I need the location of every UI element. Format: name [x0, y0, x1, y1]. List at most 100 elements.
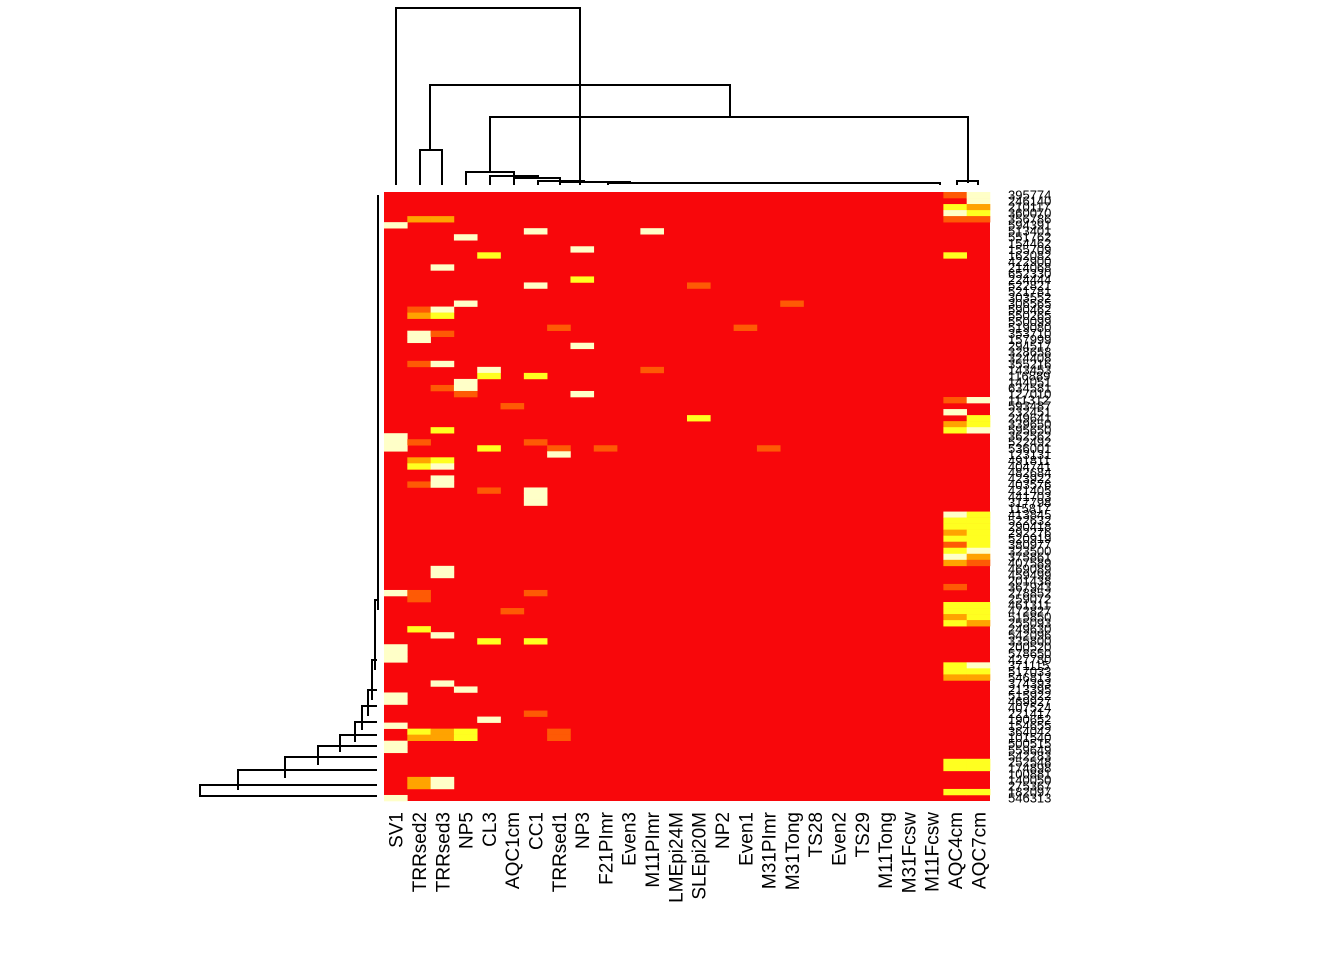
- heatmap-cell: [943, 252, 967, 259]
- row-label: 249630: [1008, 622, 1051, 637]
- heatmap-cell: [523, 638, 548, 645]
- column-dendrogram-link: [489, 116, 969, 183]
- heatmap-cell: [407, 457, 431, 464]
- heatmap-cell: [453, 378, 478, 386]
- heatmap-cell: [523, 487, 548, 494]
- heatmap-cell: [943, 216, 967, 223]
- row-label: 111312: [1008, 393, 1049, 408]
- row-label: 550099: [1008, 314, 1051, 329]
- heatmap-cell: [384, 445, 408, 452]
- heatmap-cell: [640, 228, 664, 235]
- heatmap-cell: [407, 463, 431, 470]
- row-label: 355216: [1008, 356, 1051, 371]
- heatmap-cell: [477, 716, 501, 723]
- heatmap-cell: [523, 710, 548, 717]
- row-label: 100881: [1008, 766, 1051, 781]
- row-label: 542096: [1008, 628, 1051, 643]
- column-label: F21PImr: [596, 811, 617, 885]
- heatmap-cell: [407, 439, 431, 446]
- heatmap-cell: [407, 776, 431, 784]
- row-label: 246140: [1008, 194, 1051, 209]
- row-label: 371115: [1008, 658, 1049, 673]
- heatmap-cell: [430, 632, 455, 639]
- heatmap-cell: [943, 421, 967, 428]
- heatmap-cell: [430, 728, 455, 735]
- heatmap-cell: [966, 602, 991, 609]
- row-label: 469089: [1008, 561, 1051, 576]
- row-label: 157999: [1008, 332, 1051, 347]
- heatmap-cell: [407, 216, 431, 223]
- heatmap-cell: [453, 390, 478, 398]
- heatmap-cell: [407, 728, 431, 735]
- row-label: 364042: [1008, 724, 1051, 739]
- row-dendrogram-link: [199, 784, 377, 797]
- heatmap-cell: [523, 499, 548, 506]
- row-label: 214068: [1008, 260, 1051, 275]
- row-dendrogram-link: [374, 599, 377, 670]
- heatmap-cell: [687, 415, 711, 422]
- heatmap-cell: [943, 427, 967, 434]
- heatmap-cell: [453, 300, 478, 307]
- row-label: 303552: [1008, 290, 1051, 305]
- row-label: 546313: [1008, 790, 1051, 805]
- heatmap-cell: [407, 330, 431, 338]
- row-label: 275367: [1008, 778, 1051, 793]
- heatmap-cell: [966, 192, 991, 199]
- column-label: SV1: [387, 812, 408, 848]
- heatmap-cell: [384, 698, 408, 705]
- row-label: 522492: [1008, 435, 1051, 450]
- column-dendrogram-link: [580, 84, 731, 117]
- heatmap-cell: [430, 457, 455, 464]
- heatmap-cell: [523, 439, 548, 446]
- heatmap-cell: [966, 553, 991, 561]
- heatmap-cell: [966, 415, 991, 422]
- row-dendrogram-link: [377, 195, 379, 610]
- heatmap-cell: [453, 686, 478, 693]
- heatmap-cell: [384, 589, 408, 597]
- column-dendrogram: [395, 7, 979, 185]
- heatmap-cell: [523, 228, 548, 235]
- heatmap-cell: [966, 535, 991, 543]
- row-label: 306565: [1008, 296, 1051, 311]
- row-label: 521781: [1008, 284, 1051, 299]
- heatmap-cell: [407, 626, 431, 633]
- row-label: 441703: [1008, 489, 1051, 504]
- heatmap-cell: [547, 734, 571, 741]
- heatmap-cell: [430, 330, 455, 338]
- heatmap-cell: [943, 583, 967, 591]
- heatmap-cell: [943, 523, 967, 530]
- heatmap-cell: [407, 589, 431, 597]
- row-label: 356786: [1008, 212, 1051, 227]
- row-dendrogram-link: [354, 721, 377, 742]
- row-label: 407589: [1008, 555, 1051, 570]
- heatmap-cell: [570, 276, 595, 283]
- row-label: 360070: [1008, 206, 1051, 221]
- row-label: 182097: [1008, 784, 1051, 799]
- heatmap-cell: [523, 372, 548, 380]
- heatmap-cell: [430, 306, 455, 313]
- column-label: M11PImr: [643, 811, 664, 887]
- column-label: NP5: [457, 812, 478, 849]
- row-label: 593487: [1008, 399, 1051, 414]
- heatmap-cell: [407, 336, 431, 344]
- column-label: M11Tong: [876, 812, 897, 889]
- column-dendrogram-link: [513, 177, 561, 185]
- row-label: 278852: [1008, 585, 1051, 600]
- row-label: 422900: [1008, 254, 1051, 269]
- row-label: 403576: [1008, 477, 1051, 492]
- row-label: 517033: [1008, 664, 1051, 679]
- row-label: 374393: [1008, 676, 1051, 691]
- column-label: M31PImr: [760, 811, 781, 889]
- heatmap-cell: [407, 306, 431, 313]
- column-label: NP3: [573, 812, 594, 849]
- row-label: 522821: [1008, 278, 1051, 293]
- row-labels: 3957742461402101173600703567865943915134…: [1008, 188, 1051, 806]
- row-label: 519080: [1008, 320, 1051, 335]
- heatmap-cell: [477, 445, 501, 452]
- heatmap-cell: [966, 662, 991, 669]
- heatmap-cell: [943, 541, 967, 549]
- row-label: 290418: [1008, 519, 1051, 534]
- heatmap-cell: [943, 758, 967, 766]
- heatmap-cell: [407, 595, 431, 603]
